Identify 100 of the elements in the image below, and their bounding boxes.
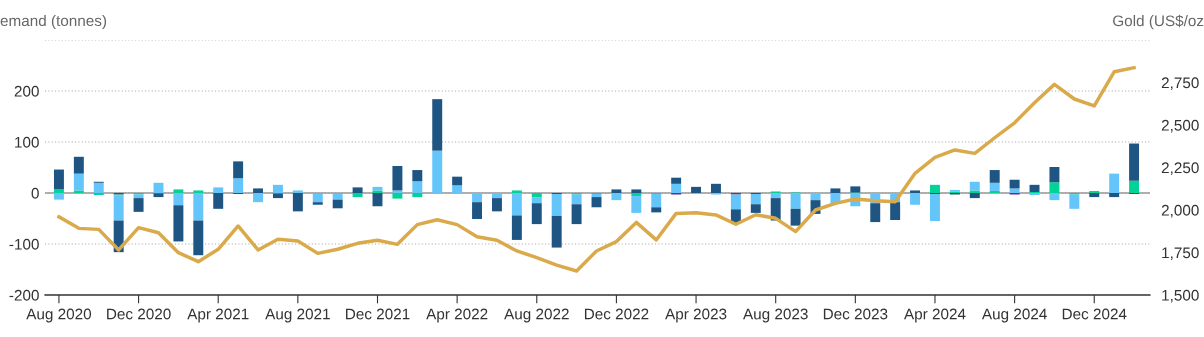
y2-tick-label: 2,000 bbox=[1161, 204, 1199, 218]
bar bbox=[1029, 184, 1040, 192]
bar bbox=[750, 194, 761, 205]
y-tick-label: 200 bbox=[14, 85, 39, 97]
y-tick-label: 100 bbox=[15, 136, 39, 148]
y2-axis-title: Gold (US$/oz bbox=[1113, 14, 1204, 30]
bar bbox=[193, 193, 204, 221]
bar bbox=[989, 170, 1000, 183]
bar bbox=[432, 150, 443, 193]
bar bbox=[193, 220, 204, 256]
bar bbox=[571, 204, 582, 225]
bar bbox=[412, 193, 423, 198]
bar bbox=[511, 190, 522, 193]
bar bbox=[491, 198, 502, 212]
bar bbox=[770, 193, 781, 199]
bar bbox=[292, 190, 303, 193]
bar bbox=[671, 177, 682, 184]
x-tick-label: Aug 2024 bbox=[981, 308, 1047, 323]
bar bbox=[1049, 182, 1060, 193]
bar bbox=[989, 182, 1000, 191]
bar bbox=[890, 202, 901, 221]
bar bbox=[551, 194, 562, 216]
bar bbox=[173, 193, 184, 206]
bar bbox=[53, 189, 64, 193]
bar bbox=[392, 193, 403, 199]
bar bbox=[1049, 193, 1060, 201]
bar bbox=[332, 193, 343, 200]
bar bbox=[472, 202, 483, 220]
bar bbox=[332, 199, 343, 209]
y2-tick-label: 2,750 bbox=[1161, 77, 1199, 90]
bar bbox=[790, 193, 801, 209]
bar bbox=[631, 189, 642, 193]
bar bbox=[591, 194, 602, 198]
bar bbox=[790, 208, 801, 226]
y2-tick-label: 2,500 bbox=[1161, 119, 1199, 133]
bar bbox=[850, 186, 861, 193]
bar bbox=[1089, 193, 1100, 198]
bar bbox=[631, 196, 642, 213]
bar bbox=[830, 188, 841, 193]
bar bbox=[511, 215, 522, 240]
bar bbox=[392, 190, 403, 193]
bar bbox=[910, 190, 921, 193]
bar bbox=[969, 181, 980, 191]
bar bbox=[1069, 194, 1080, 209]
x-tick-label: Dec 2022 bbox=[584, 308, 649, 320]
x-tick-label: Dec 2024 bbox=[1062, 308, 1127, 320]
x-tick-label: Dec 2020 bbox=[107, 308, 171, 320]
x-tick-label: Apr 2023 bbox=[665, 308, 727, 323]
bar bbox=[930, 184, 940, 193]
bar bbox=[1109, 194, 1120, 198]
bar bbox=[73, 173, 84, 191]
bar bbox=[193, 190, 204, 193]
bar bbox=[511, 193, 522, 216]
bar bbox=[491, 193, 502, 199]
bar bbox=[432, 99, 443, 151]
x-tick-label: Aug 2023 bbox=[743, 308, 808, 323]
bar bbox=[1089, 190, 1100, 193]
bar bbox=[651, 193, 662, 208]
bar bbox=[233, 161, 244, 179]
bar bbox=[1009, 179, 1020, 189]
bar bbox=[133, 198, 144, 212]
bar bbox=[73, 156, 84, 174]
y-tick-label: 0 bbox=[31, 187, 39, 199]
bar bbox=[910, 193, 921, 205]
bar bbox=[312, 202, 323, 205]
bar bbox=[93, 182, 104, 193]
bar bbox=[1049, 166, 1060, 183]
x-tick-label: Aug 2020 bbox=[26, 308, 92, 323]
bar bbox=[730, 194, 741, 210]
bar bbox=[213, 193, 224, 209]
y-axis-title: emand (tonnes) bbox=[0, 14, 107, 30]
bar bbox=[551, 215, 562, 248]
bar bbox=[1009, 188, 1020, 193]
bar bbox=[53, 169, 64, 190]
bar bbox=[292, 193, 303, 212]
bar bbox=[611, 193, 622, 201]
x-tick-label: Aug 2022 bbox=[504, 308, 569, 323]
bar bbox=[531, 203, 542, 225]
bar bbox=[1129, 180, 1140, 193]
x-tick-label: Apr 2021 bbox=[187, 308, 249, 323]
bar bbox=[412, 170, 423, 182]
bar bbox=[472, 193, 483, 203]
bar bbox=[213, 187, 224, 193]
bar bbox=[53, 193, 64, 200]
bar bbox=[173, 189, 184, 193]
y2-tick-label: 1,750 bbox=[1162, 247, 1199, 260]
y-tick-label: -100 bbox=[9, 238, 39, 250]
bar bbox=[412, 181, 423, 193]
bar bbox=[392, 165, 403, 191]
x-tick-label: Aug 2021 bbox=[265, 308, 330, 323]
x-tick-label: Dec 2023 bbox=[823, 308, 888, 320]
bar bbox=[352, 193, 363, 198]
x-tick-label: Apr 2024 bbox=[904, 308, 966, 323]
x-tick-label: Apr 2022 bbox=[426, 308, 488, 323]
bar bbox=[930, 194, 940, 222]
bar bbox=[969, 193, 980, 199]
bar bbox=[452, 176, 463, 186]
bar bbox=[93, 193, 104, 196]
bar bbox=[233, 178, 244, 193]
y2-tick-label: 1,500 bbox=[1162, 289, 1199, 303]
